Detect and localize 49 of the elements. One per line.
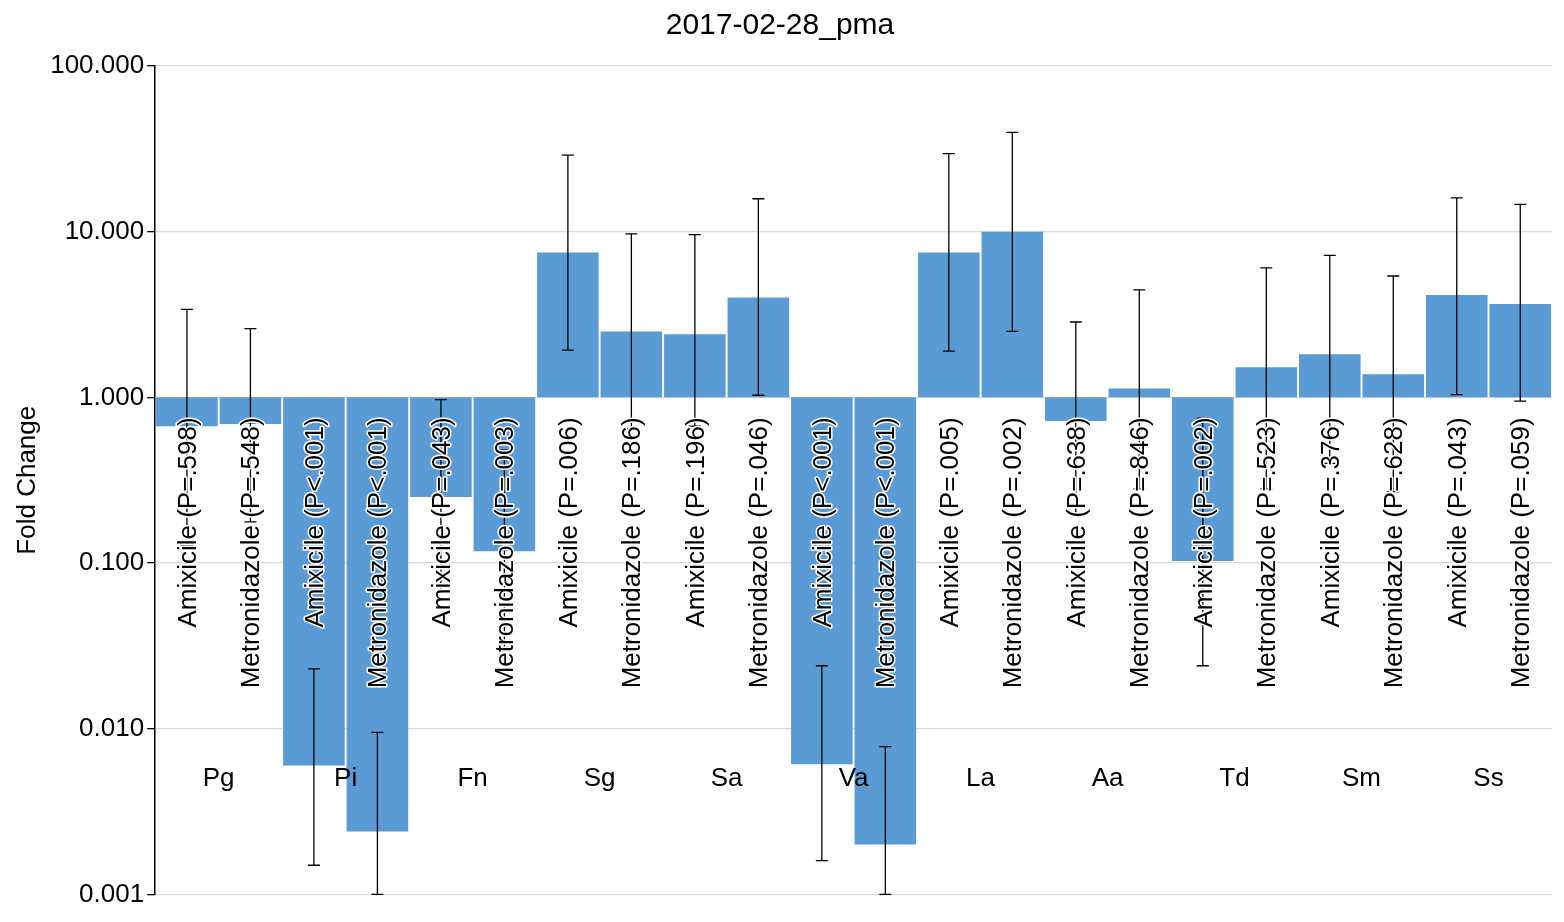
annotation: Va (838, 761, 870, 792)
bar (537, 252, 599, 398)
x-tick-label: Amixicile (P<.001) (298, 417, 329, 628)
chart-title: 2017-02-28_pma (665, 7, 895, 41)
annotation: Pi (334, 761, 358, 792)
bar (600, 331, 663, 398)
x-tick-label: Amixicile (P=.006) (552, 417, 583, 628)
annotation: Pg (202, 761, 235, 792)
annotation: Aa (1091, 761, 1124, 792)
x-tick-label: Metronidazole (P<.001) (362, 417, 393, 689)
y-axis-title: Fold Change (10, 405, 41, 555)
bar (981, 231, 1044, 398)
bar (918, 252, 980, 398)
y-tick-label: 100.000 (50, 49, 145, 80)
x-tick-label: Amixicile (P=.376) (1314, 417, 1345, 628)
annotation: Sa (710, 761, 744, 792)
x-tick-label: Amixicile (P=.196) (679, 417, 710, 628)
x-tick-label: Amixicile (P=.043) (1441, 417, 1472, 628)
x-tick-label: Metronidazole (P<.001) (870, 417, 901, 689)
y-tick-label: 0.001 (79, 877, 145, 908)
annotation: La (966, 761, 996, 792)
x-tick-label: Metronidazole (P=.003) (489, 417, 520, 689)
bar (1045, 397, 1107, 421)
x-tick-label: Metronidazole (P=.548) (235, 417, 266, 689)
annotation: Sm (1342, 761, 1382, 792)
x-tick-label: Metronidazole (P=.846) (1124, 417, 1155, 689)
y-tick-label: 10.000 (64, 214, 145, 245)
annotation: Fn (457, 761, 488, 792)
y-tick-label: 1.000 (79, 380, 145, 411)
y-tick-label: 0.010 (79, 711, 145, 742)
x-tick-label: Amixicile (P=.598) (171, 417, 202, 628)
x-tick-label: Amixicile (P=.043) (425, 417, 456, 628)
x-tick-label: Amixicile (P<.001) (806, 417, 837, 628)
bar (664, 334, 726, 398)
x-tick-label: Metronidazole (P=.002) (997, 417, 1028, 689)
bar (727, 297, 790, 398)
y-tick-label: 0.100 (79, 546, 145, 577)
x-tick-label: Amixicile (P=.005) (933, 417, 964, 628)
bar (1235, 367, 1298, 398)
x-tick-label: Metronidazole (P=.628) (1378, 417, 1409, 689)
x-tick-label: Metronidazole (P=.523) (1251, 417, 1282, 689)
x-tick-label: Amixicile (P=.638) (1060, 417, 1091, 628)
annotation: Sg (583, 761, 616, 792)
x-tick-label: Metronidazole (P=.186) (616, 417, 647, 689)
x-tick-label: Metronidazole (P=.059) (1505, 417, 1536, 689)
annotation: Td (1219, 761, 1250, 792)
x-tick-label: Metronidazole (P=.046) (743, 417, 774, 689)
x-tick-label: Amixicile (P=.002) (1187, 417, 1218, 628)
annotation: Ss (1473, 761, 1504, 792)
